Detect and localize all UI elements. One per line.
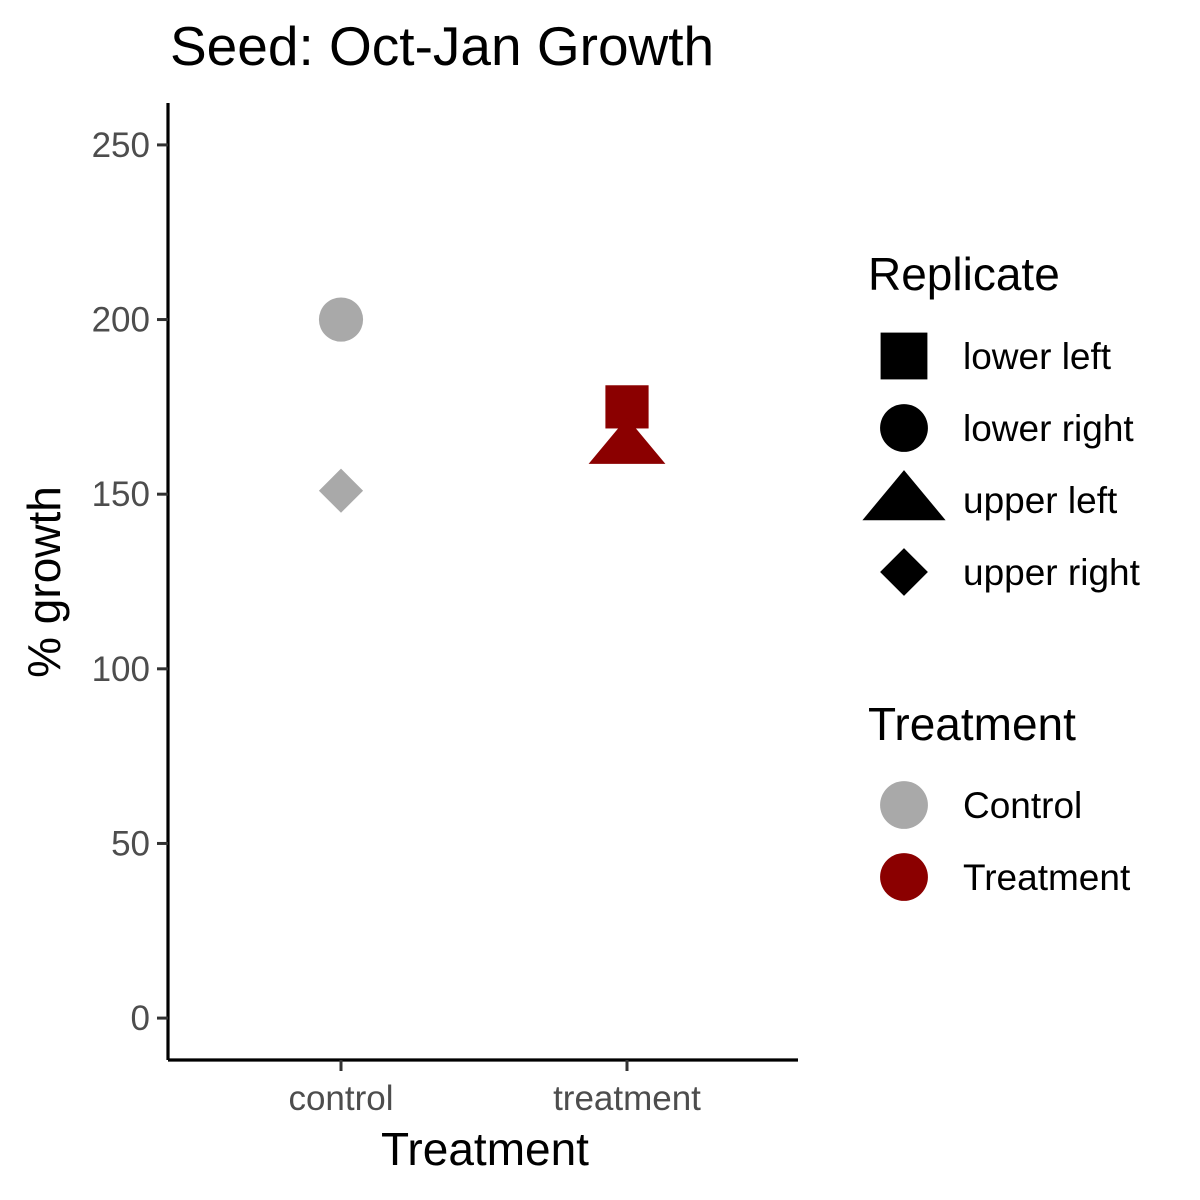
legend-key-circle [880,781,928,829]
legend-label: lower right [963,408,1134,449]
y-tick-label: 50 [111,824,150,863]
y-tick-label: 0 [131,999,150,1038]
y-tick-label: 150 [92,475,150,514]
legend-key-triangle [862,470,946,521]
x-ticks: control treatment [288,1060,701,1118]
legend-title: Treatment [868,698,1076,750]
data-point-circle [318,297,364,342]
y-tick-label: 100 [92,650,150,689]
y-tick-label: 200 [92,301,150,340]
data-points [318,297,666,513]
data-point-triangle [588,417,666,464]
x-tick-label: control [288,1079,393,1118]
legend-key-square [880,332,928,380]
legend-key-diamond [880,548,928,596]
data-point-diamond [318,468,364,513]
legend-label: Treatment [963,857,1131,898]
chart-title: Seed: Oct-Jan Growth [170,15,714,77]
y-axis-title: % growth [18,486,70,678]
legend-key-circle [880,853,928,901]
y-ticks: 0 50 100 150 200 250 [92,126,168,1038]
x-tick-label: treatment [553,1079,701,1118]
legend-label: Control [963,785,1082,826]
legend-key-circle [880,404,928,452]
legend-label: upper right [963,552,1141,593]
y-tick-label: 250 [92,126,150,165]
x-axis-title: Treatment [381,1123,589,1175]
axes [166,103,798,1062]
legends: Replicate lower left lower right upper left… [862,248,1141,901]
legend-label: upper left [963,480,1118,521]
legend-title: Replicate [868,248,1060,300]
legend-label: lower left [963,336,1112,377]
